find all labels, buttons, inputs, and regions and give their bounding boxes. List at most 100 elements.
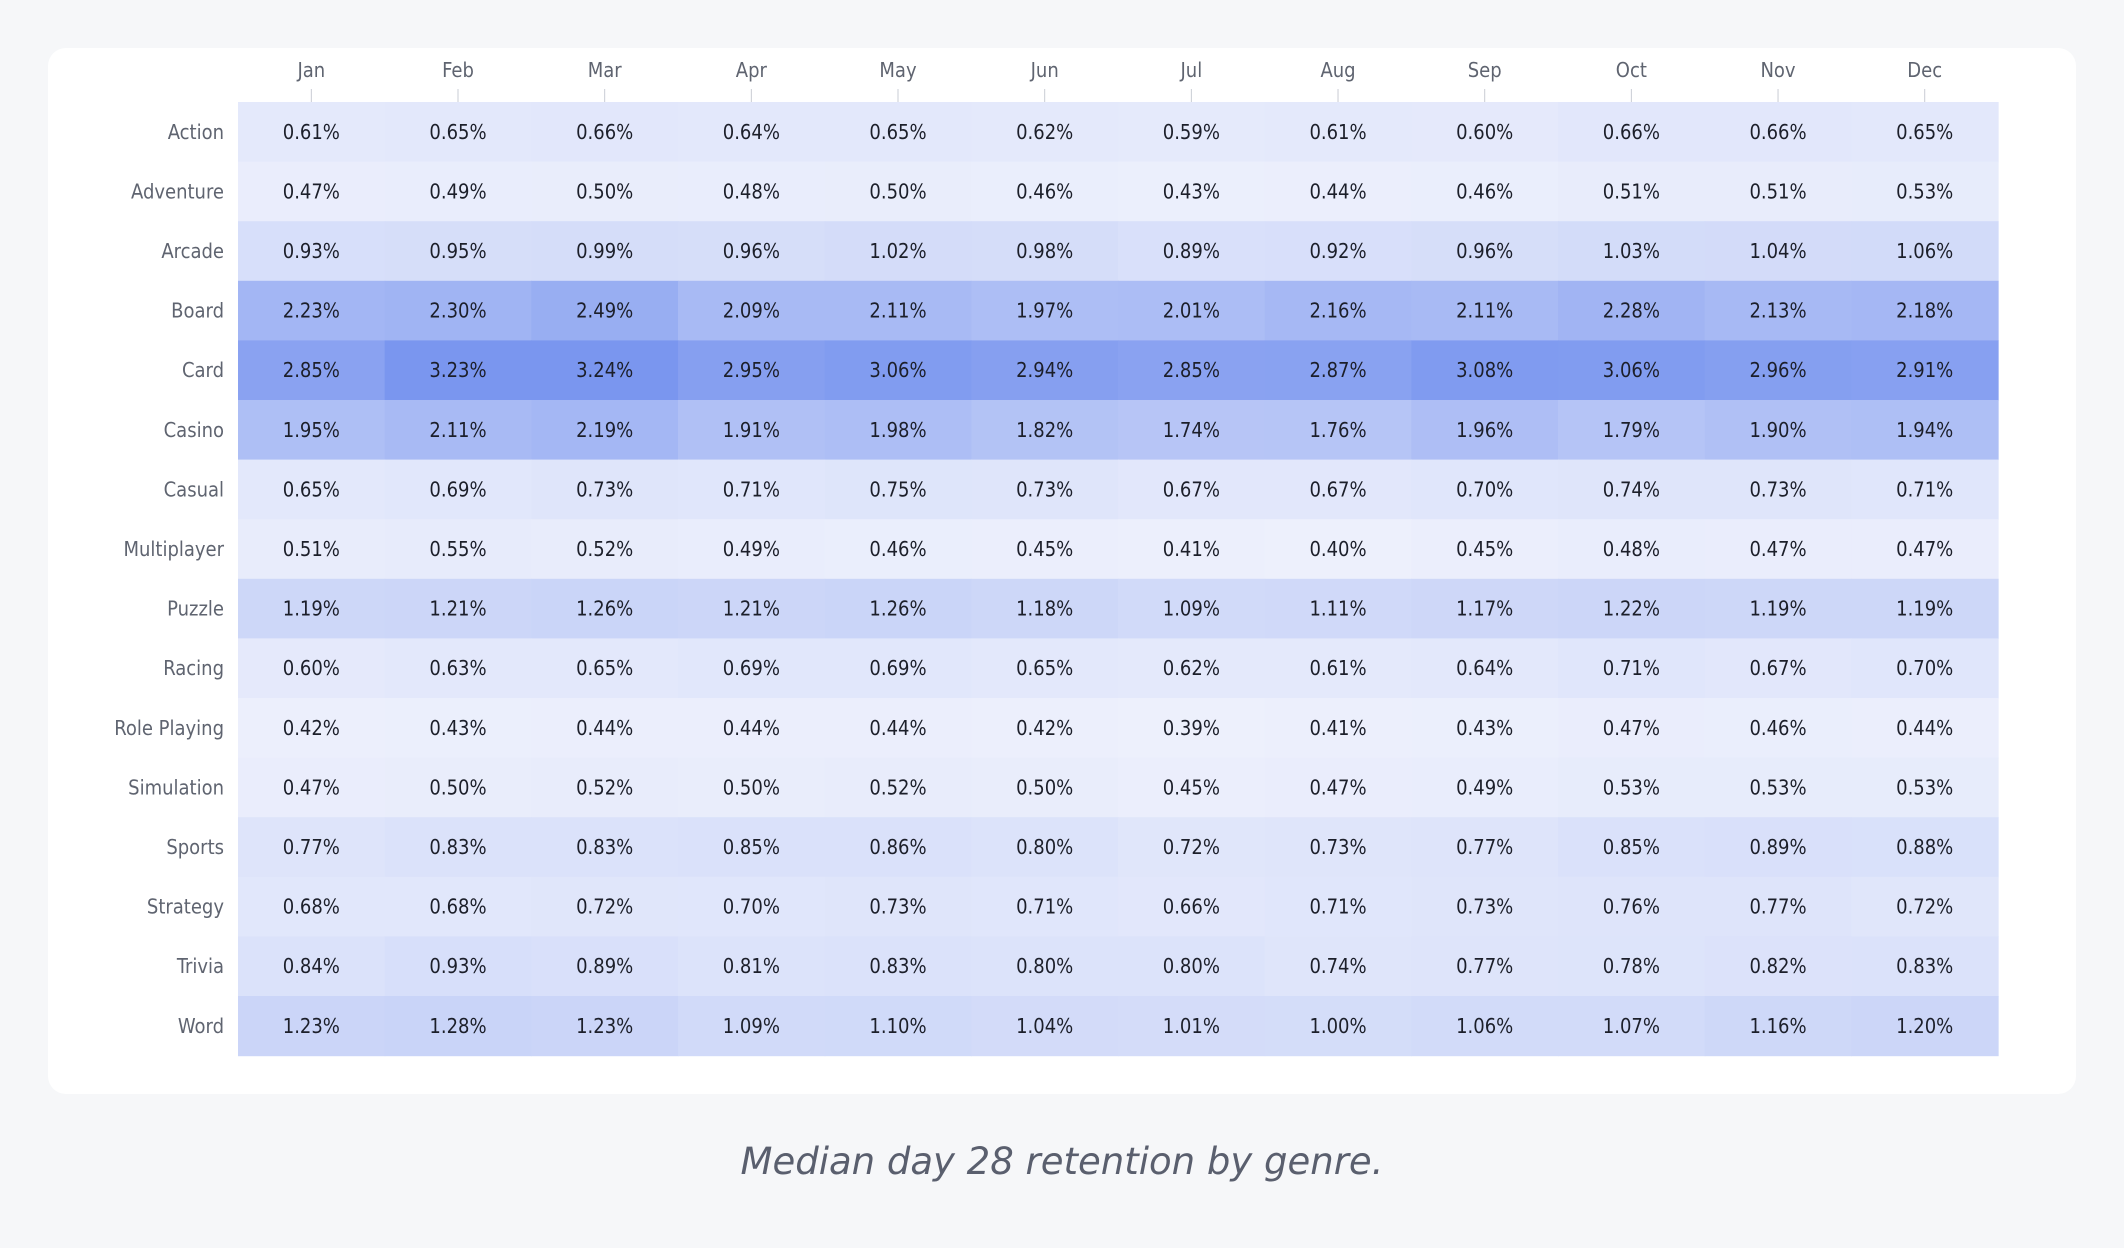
cell-casual-jan <box>238 459 386 520</box>
cell-casino-mar <box>531 400 679 461</box>
cell-simulation-aug <box>1264 757 1412 818</box>
chart-card: 0.61% 0.65% 0.66% 0.64% 0.65% 0.62% 0.59% 0.61%… <box>48 48 2076 1094</box>
cell-simulation-jul <box>1118 757 1266 818</box>
cell-label: 2.11% <box>869 299 926 323</box>
cell-sports-oct <box>1558 817 1706 878</box>
cell-strategy-jan <box>238 876 386 937</box>
cell-casino-may <box>824 400 972 461</box>
cell-strategy-apr <box>678 876 826 937</box>
cell-card-jul <box>1118 340 1266 401</box>
cell-board-mar <box>531 280 679 341</box>
cell-arcade-nov <box>1704 221 1852 282</box>
cell-card-jan <box>238 340 386 401</box>
cell-label: 0.80% <box>1016 835 1073 859</box>
cell-label: 0.53% <box>1896 179 1953 203</box>
cell-label: 2.95% <box>723 358 780 382</box>
cell-label: 0.74% <box>1309 954 1366 978</box>
cell-label: 0.70% <box>1896 656 1953 680</box>
cell-label: 1.10% <box>869 1014 926 1038</box>
cell-word-dec <box>1851 996 1999 1057</box>
cell-label: 0.61% <box>1309 120 1366 144</box>
cell-simulation-jan <box>238 757 386 818</box>
cell-racing-dec <box>1851 638 1999 699</box>
x-tick-aug: Aug <box>1320 58 1355 82</box>
cell-strategy-dec <box>1851 876 1999 937</box>
cell-label: 1.07% <box>1603 1014 1660 1038</box>
cell-label: 1.21% <box>429 597 486 621</box>
x-tick-mar: Mar <box>588 58 623 82</box>
cell-action-oct <box>1558 102 1706 163</box>
cell-simulation-sep <box>1411 757 1559 818</box>
cell-arcade-jan <box>238 221 386 282</box>
cell-board-may <box>824 280 972 341</box>
cell-casino-nov <box>1704 400 1852 461</box>
cell-label: 0.69% <box>869 656 926 680</box>
cell-label: 2.87% <box>1309 358 1366 382</box>
cell-label: 0.41% <box>1309 716 1366 740</box>
cell-label: 0.44% <box>869 716 926 740</box>
cell-label: 1.00% <box>1309 1014 1366 1038</box>
cell-sports-jan <box>238 817 386 878</box>
cell-label: 1.97% <box>1016 299 1073 323</box>
cell-trivia-apr <box>678 936 826 997</box>
cell-label: 2.85% <box>283 358 340 382</box>
cell-puzzle-nov <box>1704 578 1852 639</box>
cell-adventure-aug <box>1264 161 1412 222</box>
cell-word-nov <box>1704 996 1852 1057</box>
cell-action-mar <box>531 102 679 163</box>
cell-strategy-may <box>824 876 972 937</box>
cell-casino-oct <box>1558 400 1706 461</box>
cell-label: 0.44% <box>1309 179 1366 203</box>
cell-card-apr <box>678 340 826 401</box>
cell-label: 1.19% <box>283 597 340 621</box>
y-tick-adventure: Adventure <box>131 179 224 203</box>
x-tick-dec: Dec <box>1907 58 1942 82</box>
cell-label: 2.01% <box>1163 299 1220 323</box>
cell-label: 0.73% <box>1016 477 1073 501</box>
cell-label: 0.89% <box>1163 239 1220 263</box>
cell-casino-jan <box>238 400 386 461</box>
cell-label: 0.42% <box>1016 716 1073 740</box>
cell-action-sep <box>1411 102 1559 163</box>
y-tick-trivia: Trivia <box>176 954 224 978</box>
cell-adventure-mar <box>531 161 679 222</box>
cell-trivia-sep <box>1411 936 1559 997</box>
cell-label: 0.70% <box>1456 477 1513 501</box>
cell-label: 0.73% <box>869 895 926 919</box>
cell-arcade-apr <box>678 221 826 282</box>
cell-label: 0.45% <box>1163 775 1220 799</box>
cell-simulation-oct <box>1558 757 1706 818</box>
cell-label: 0.50% <box>723 775 780 799</box>
cell-puzzle-oct <box>1558 578 1706 639</box>
x-tick-jul: Jul <box>1179 58 1202 82</box>
cell-racing-aug <box>1264 638 1412 699</box>
cell-label: 3.06% <box>869 358 926 382</box>
cell-label: 0.70% <box>723 895 780 919</box>
cell-role-playing-oct <box>1558 698 1706 759</box>
y-tick-board: Board <box>171 299 224 323</box>
cell-trivia-aug <box>1264 936 1412 997</box>
heatmap-chart: 0.61% 0.65% 0.66% 0.64% 0.65% 0.62% 0.59% 0.61%… <box>114 58 1999 1057</box>
cell-label: 2.28% <box>1603 299 1660 323</box>
cell-label: 0.93% <box>283 239 340 263</box>
cell-label: 1.26% <box>869 597 926 621</box>
cell-label: 2.91% <box>1896 358 1953 382</box>
cell-arcade-sep <box>1411 221 1559 282</box>
cell-adventure-apr <box>678 161 826 222</box>
cell-sports-may <box>824 817 972 878</box>
cell-label: 2.94% <box>1016 358 1073 382</box>
cell-arcade-may <box>824 221 972 282</box>
cell-word-mar <box>531 996 679 1057</box>
cell-label: 0.71% <box>1016 895 1073 919</box>
cell-role-playing-jan <box>238 698 386 759</box>
cell-casino-jun <box>971 400 1119 461</box>
cell-casual-mar <box>531 459 679 520</box>
cell-label: 0.73% <box>1749 477 1806 501</box>
x-tick-sep: Sep <box>1468 58 1502 82</box>
cell-adventure-feb <box>384 161 532 222</box>
cell-casual-apr <box>678 459 826 520</box>
cell-puzzle-jun <box>971 578 1119 639</box>
cell-label: 0.62% <box>1016 120 1073 144</box>
cell-role-playing-aug <box>1264 698 1412 759</box>
cell-label: 1.98% <box>869 418 926 442</box>
